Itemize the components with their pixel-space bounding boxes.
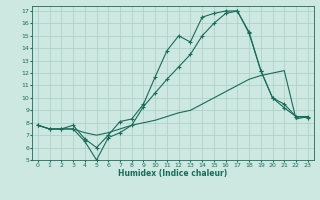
X-axis label: Humidex (Indice chaleur): Humidex (Indice chaleur) bbox=[118, 169, 228, 178]
